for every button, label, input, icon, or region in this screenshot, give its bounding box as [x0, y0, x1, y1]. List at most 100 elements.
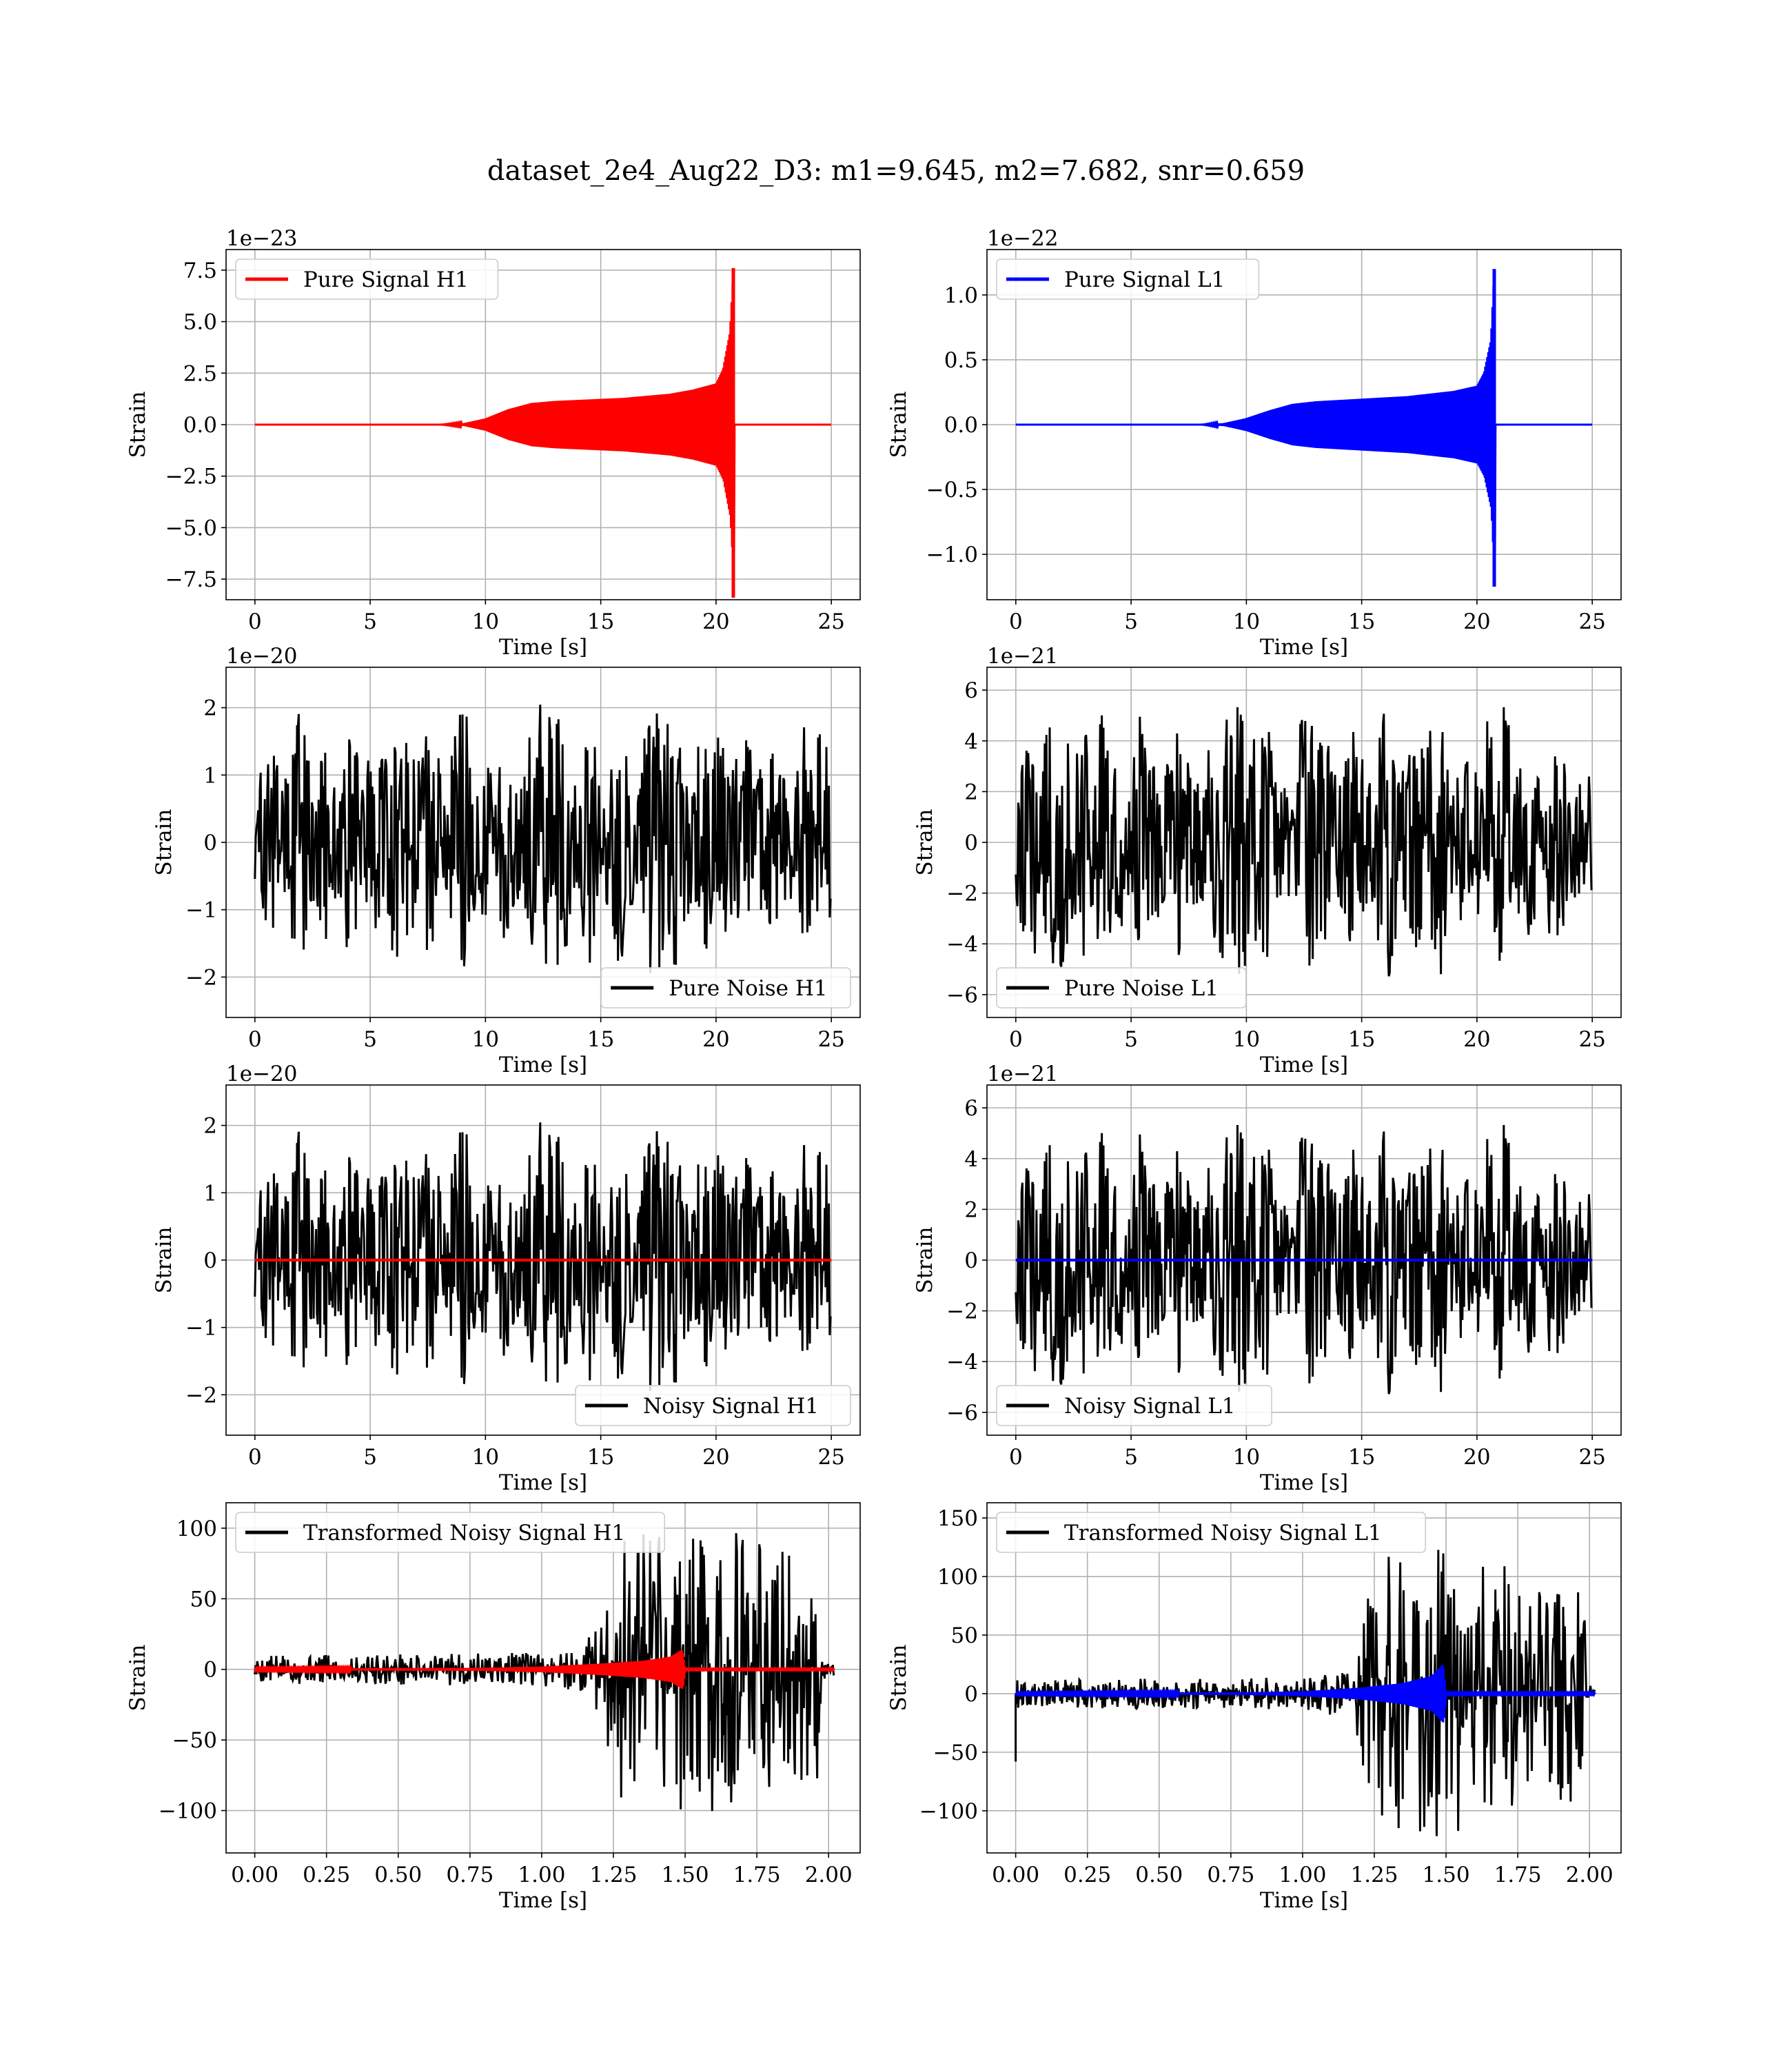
x-tick-label: 1.00 [518, 1863, 565, 1887]
x-tick-label: 25 [817, 1027, 844, 1052]
x-tick-label: 25 [1578, 1445, 1605, 1470]
y-tick-label: 6 [964, 1096, 978, 1121]
y-tick-label: −2 [185, 965, 217, 990]
x-tick-label: 20 [1463, 1027, 1490, 1052]
y-axis-label: Strain [125, 1645, 150, 1712]
x-tick-label: 5 [363, 1445, 377, 1470]
legend: Pure Signal H1 [235, 258, 499, 300]
axis-exponent: 1e−21 [987, 1062, 1059, 1086]
series-line [254, 283, 832, 567]
x-tick-label: 25 [1578, 1027, 1605, 1052]
y-tick-label: 7.5 [183, 258, 217, 283]
x-tick-label: 10 [1233, 1445, 1260, 1470]
axes-frame [986, 1502, 1622, 1854]
y-tick-label: 0 [203, 831, 217, 855]
series-line [1015, 1124, 1593, 1395]
y-tick-label: 0 [964, 1248, 978, 1273]
x-tick-label: 10 [1233, 609, 1260, 634]
x-tick-label: 15 [587, 1445, 614, 1470]
x-axis-label: Time [s] [499, 635, 587, 660]
x-tick-label: 0.25 [303, 1863, 350, 1887]
x-tick-label: 10 [472, 1027, 499, 1052]
legend-box [996, 967, 1247, 1008]
y-tick-label: 5.0 [183, 310, 217, 335]
y-axis-label: Strain [913, 1227, 937, 1294]
series-line [254, 704, 832, 973]
y-tick-label: −2 [185, 1383, 217, 1408]
y-tick-label: 50 [190, 1587, 217, 1612]
legend: Pure Signal L1 [996, 258, 1260, 300]
x-tick-label: 0 [248, 609, 262, 634]
x-tick-label: 20 [1463, 609, 1490, 634]
x-tick-label: 25 [817, 1445, 844, 1470]
chart-transformed-noisy-signal-l1: 0.00 0.25 0.50 0.75 1.00 1.25 1.50 1.75 2.00 −100… [886, 1502, 1622, 1913]
x-tick-label: 0.25 [1063, 1863, 1111, 1887]
y-tick-label: 2 [203, 1114, 217, 1139]
y-tick-label: −2.5 [165, 465, 217, 489]
x-tick-label: 1.25 [1350, 1863, 1398, 1887]
y-tick-label: 50 [951, 1623, 978, 1648]
y-tick-label: 2 [964, 780, 978, 804]
chart-pure-signal-h1: 0 5 10 15 20 25 −7.5 −5.0 −2.5 0.0 2.5 5.0 7.5 Time [… [125, 226, 861, 660]
x-tick-label: 20 [702, 1027, 729, 1052]
legend: Transformed Noisy Signal L1 [996, 1512, 1427, 1553]
legend-label: Transformed Noisy Signal H1 [303, 1521, 625, 1545]
series-line [1015, 285, 1593, 564]
y-tick-label: 2 [203, 696, 217, 721]
x-axis-label: Time [s] [1260, 1888, 1348, 1913]
legend-label: Pure Noise L1 [1064, 976, 1219, 1001]
y-tick-label: −50 [933, 1741, 978, 1765]
plot-area [1015, 1550, 1596, 1836]
x-tick-label: 20 [702, 1445, 729, 1470]
y-axis-label: Strain [125, 392, 150, 458]
chart-pure-noise-h1: 0 5 10 15 20 25 −2 −1 0 1 2 Time [s] Strain 1e−20 Pure… [152, 644, 861, 1077]
axis-exponent: 1e−22 [987, 226, 1059, 251]
chart-pure-signal-l1: 0 5 10 15 20 25 −1.0 −0.5 0.0 0.5 1.0 Time [s] Strai… [886, 226, 1622, 660]
x-axis-label: Time [s] [1260, 1053, 1348, 1077]
y-tick-label: −4 [946, 932, 978, 957]
x-tick-label: 1.75 [733, 1863, 781, 1887]
y-tick-label: 4 [964, 729, 978, 754]
y-tick-label: −6 [946, 1401, 978, 1426]
x-tick-label: 10 [472, 1445, 499, 1470]
series-line [254, 1122, 832, 1391]
x-tick-label: 0.00 [992, 1863, 1039, 1887]
y-tick-label: −5.0 [165, 516, 217, 540]
y-tick-label: −1.0 [926, 543, 978, 567]
y-tick-label: −100 [919, 1799, 978, 1824]
y-tick-label: 100 [937, 1565, 978, 1590]
chart-noisy-signal-h1: 0 5 10 15 20 25 −2 −1 0 1 2 Time [s] Strain 1e−20 Nois… [152, 1062, 861, 1495]
x-tick-label: 15 [587, 609, 614, 634]
y-tick-label: 0 [964, 1682, 978, 1707]
x-tick-label: 5 [1124, 609, 1138, 634]
y-tick-label: 4 [964, 1147, 978, 1172]
y-tick-label: −6 [946, 983, 978, 1008]
y-tick-label: −0.5 [926, 478, 978, 503]
y-tick-label: −4 [946, 1350, 978, 1375]
legend-box [600, 967, 851, 1008]
y-tick-label: 0 [203, 1658, 217, 1683]
x-axis-label: Time [s] [1260, 635, 1348, 660]
x-axis-label: Time [s] [1260, 1470, 1348, 1495]
plot-area [1015, 1124, 1593, 1395]
y-tick-label: 1 [203, 1181, 217, 1206]
x-tick-label: 1.50 [662, 1863, 709, 1887]
x-tick-label: 2.00 [805, 1863, 853, 1887]
x-tick-label: 10 [472, 609, 499, 634]
y-tick-label: −1 [185, 898, 217, 923]
x-axis-label: Time [s] [499, 1888, 587, 1913]
axes-frame [225, 1502, 861, 1854]
x-tick-label: 0 [248, 1027, 262, 1052]
axis-exponent: 1e−23 [226, 226, 298, 251]
legend-box [235, 258, 499, 300]
plot-area [254, 1122, 832, 1391]
legend: Noisy Signal L1 [996, 1385, 1272, 1426]
plot-area [1015, 269, 1593, 587]
y-tick-label: 0 [964, 831, 978, 855]
x-tick-label: 5 [363, 1027, 377, 1052]
x-tick-label: 0.50 [1135, 1863, 1183, 1887]
legend-box [996, 1385, 1272, 1426]
legend-label: Pure Signal L1 [1064, 267, 1225, 292]
y-tick-label: −2 [946, 1299, 978, 1324]
